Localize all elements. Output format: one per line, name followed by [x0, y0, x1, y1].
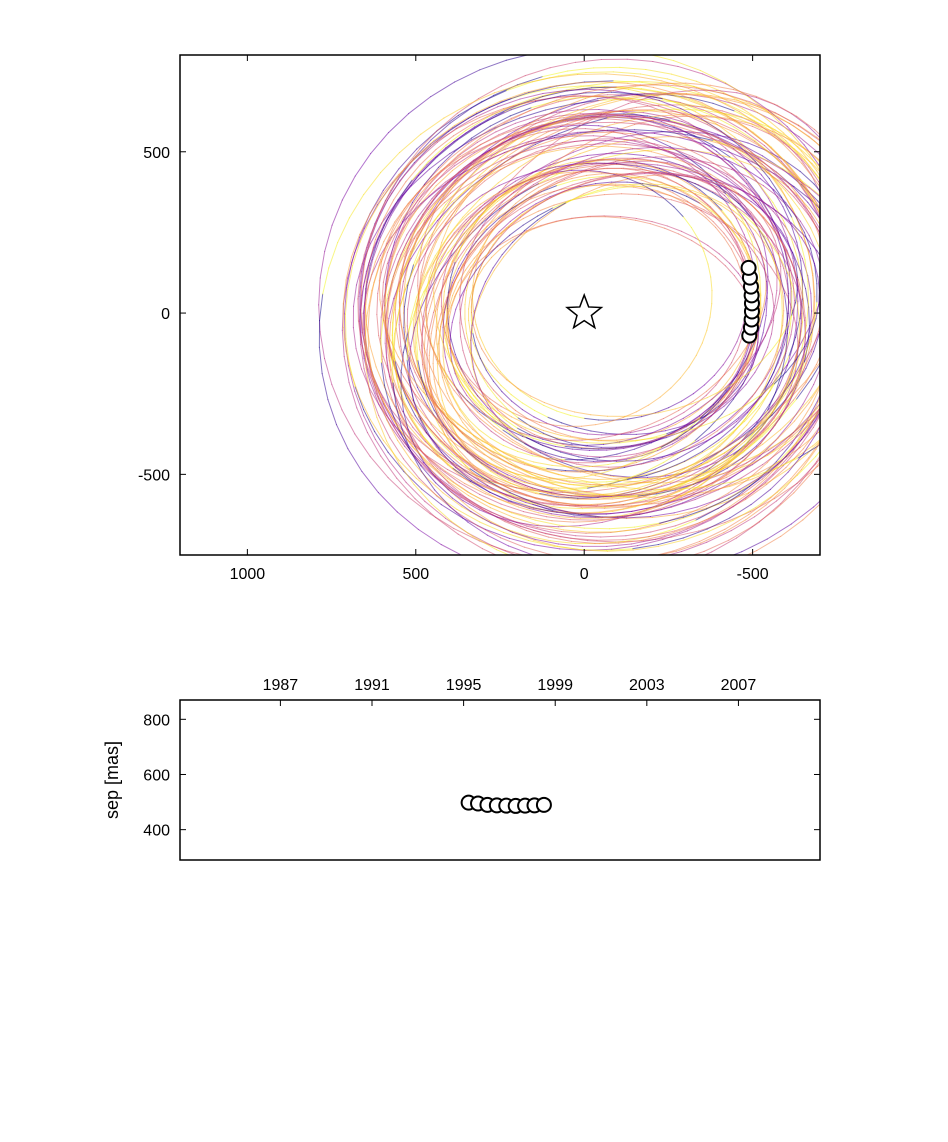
- top-tick-label: 2007: [721, 677, 757, 694]
- ytick-label: 600: [143, 767, 170, 784]
- ytick-label: 0: [161, 306, 170, 323]
- xtick-label: 0: [580, 566, 589, 583]
- top-tick-label: 1991: [354, 677, 390, 694]
- star-marker: [567, 295, 601, 328]
- data-point: [537, 798, 551, 812]
- orbit-panel: 1000 500 0 -500 -500 0 500: [138, 48, 907, 583]
- ytick-label: 500: [143, 145, 170, 162]
- data-point: [742, 261, 756, 275]
- ytick-label: 400: [143, 823, 170, 840]
- ylabel: sep [mas]: [102, 741, 122, 819]
- top-tick-label: 2003: [629, 677, 665, 694]
- top-tick-label: 1987: [263, 677, 299, 694]
- xtick-label: 500: [402, 566, 429, 583]
- xtick-label: 1000: [230, 566, 266, 583]
- ytick-label: -500: [138, 467, 170, 484]
- top-tick-label: 1995: [446, 677, 482, 694]
- ytick-label: 800: [143, 712, 170, 729]
- top-tick-label: 1999: [537, 677, 573, 694]
- xtick-label: -500: [737, 566, 769, 583]
- sep-panel: 400 600 800 1987 1991 1995 1999 2003 2007 sep [ma…: [102, 571, 820, 860]
